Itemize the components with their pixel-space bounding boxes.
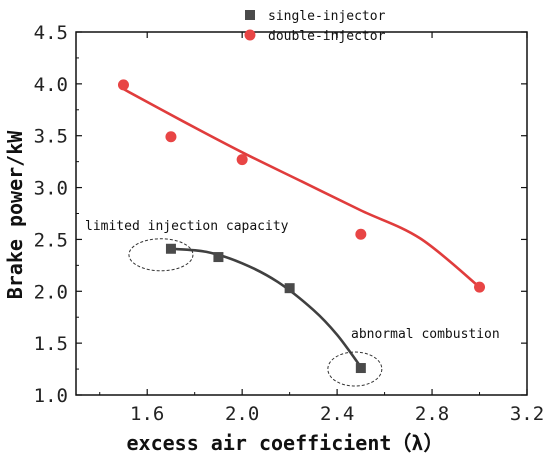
axis-ticks: 1.0 1.5 2.0 2.5 3.0 3.5 4.0 4.5 1.6 2.0 2.4 2.8 3.2 xyxy=(34,22,544,425)
legend-label: single-injector xyxy=(268,9,386,24)
x-axis-title: excess air coefficient（λ） xyxy=(127,431,444,455)
legend-swatch-circle xyxy=(244,29,256,41)
double-injector-point xyxy=(165,131,177,143)
annotation-label: abnormal combustion xyxy=(351,327,500,342)
fit-curves xyxy=(122,87,481,368)
y-tick-label: 2.0 xyxy=(34,281,68,303)
x-tick-label: 2.0 xyxy=(225,403,259,425)
annotations: limited injection capacity abnormal combu… xyxy=(85,219,500,387)
double-injector-point xyxy=(355,228,367,240)
legend-swatch-square xyxy=(245,10,255,20)
x-tick-label: 3.2 xyxy=(510,403,544,425)
series-fit-line-single-injector xyxy=(170,247,362,368)
y-tick-label: 2.5 xyxy=(34,229,68,251)
y-axis-title: Brake power/kW xyxy=(3,130,27,300)
y-tick-label: 3.5 xyxy=(34,126,68,148)
legend-label: double-injector xyxy=(268,29,386,44)
x-tick-label: 2.8 xyxy=(415,403,449,425)
x-tick-label: 2.4 xyxy=(320,403,354,425)
annotation-ellipse xyxy=(128,238,194,272)
single-injector-point xyxy=(284,283,295,294)
y-tick-label: 4.5 xyxy=(34,22,68,44)
double-injector-point xyxy=(236,154,248,166)
single-injector-point xyxy=(165,243,176,254)
annotation-label: limited injection capacity xyxy=(85,219,289,234)
legend: single-injector double-injector xyxy=(244,9,386,44)
y-tick-label: 1.0 xyxy=(34,385,68,407)
series-fit-line-double-injector xyxy=(122,87,481,289)
annotation-ellipse xyxy=(327,351,383,387)
data-points xyxy=(117,79,486,374)
double-injector-point xyxy=(474,281,486,293)
single-injector-point xyxy=(213,252,224,263)
y-tick-label: 4.0 xyxy=(34,74,68,96)
double-injector-point xyxy=(117,79,129,91)
y-tick-label: 3.0 xyxy=(34,178,68,200)
x-tick-label: 1.6 xyxy=(130,403,164,425)
y-tick-label: 1.5 xyxy=(34,333,68,355)
single-injector-point xyxy=(355,363,366,374)
